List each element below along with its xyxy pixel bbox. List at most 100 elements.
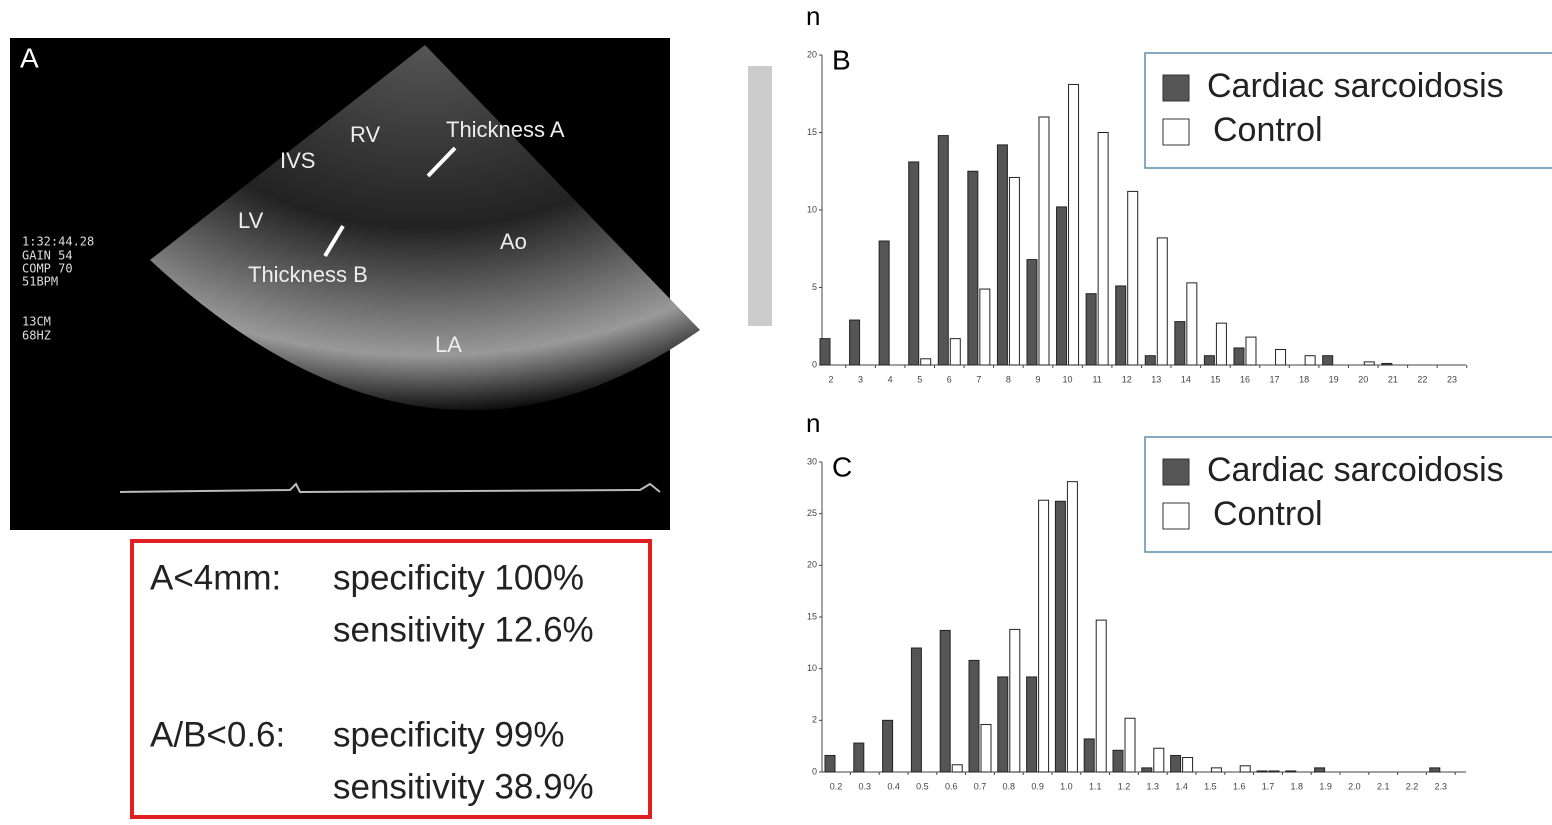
- x-tick-label: 1.8: [1291, 781, 1304, 791]
- legend-label: Control: [1213, 495, 1323, 533]
- x-tick-label: 10: [1063, 374, 1073, 384]
- x-tick-label: 1.7: [1262, 781, 1275, 791]
- y-tick-label: 25: [807, 508, 817, 518]
- bar: [1246, 337, 1256, 365]
- gray-scale: [748, 66, 772, 326]
- x-tick-label: 1.0: [1060, 781, 1073, 791]
- bar: [940, 630, 950, 772]
- x-tick-label: 2: [828, 374, 833, 384]
- bar: [980, 289, 990, 365]
- page: A RV IVS Thickness A LV Ao Thickness B L…: [0, 0, 1552, 825]
- bar: [1096, 620, 1106, 772]
- x-tick-label: 0.9: [1031, 781, 1044, 791]
- legend-swatch: [1163, 75, 1189, 101]
- x-tick-label: 19: [1329, 374, 1339, 384]
- x-tick-label: 0.2: [830, 781, 843, 791]
- bar: [825, 755, 835, 772]
- x-tick-label: 15: [1210, 374, 1220, 384]
- x-tick-label: 2.3: [1435, 781, 1448, 791]
- bar: [981, 724, 991, 772]
- bar: [1069, 84, 1079, 365]
- bar: [921, 359, 931, 365]
- bar: [1039, 117, 1049, 365]
- x-tick-label: 13: [1151, 374, 1161, 384]
- x-tick-label: 7: [976, 374, 981, 384]
- criteria-box: A<4mm: specificity 100% sensitivity 12.6…: [132, 541, 650, 817]
- bar: [997, 145, 1007, 365]
- y-tick-label: 0: [812, 766, 817, 776]
- x-tick-label: 0.3: [859, 781, 872, 791]
- y-axis-label: n: [806, 1, 820, 31]
- legend-swatch: [1163, 119, 1189, 145]
- annotation: LV: [238, 208, 264, 233]
- bar: [1125, 718, 1135, 772]
- bar: [1084, 739, 1094, 772]
- bar: [1010, 629, 1020, 772]
- machine-text: COMP 70: [22, 262, 73, 276]
- bar: [1216, 323, 1226, 365]
- bar: [1276, 350, 1286, 366]
- annotation: Thickness A: [446, 117, 565, 142]
- figure: A RV IVS Thickness A LV Ao Thickness B L…: [0, 0, 1552, 820]
- x-tick-label: 2.2: [1406, 781, 1419, 791]
- annotation: LA: [435, 332, 462, 357]
- criterion-label: A<4mm:: [150, 558, 281, 597]
- bar: [1183, 758, 1193, 772]
- bar: [883, 720, 893, 772]
- bar: [1039, 500, 1049, 772]
- y-tick-label: 2: [812, 715, 817, 725]
- bar: [854, 743, 864, 772]
- criterion-label: A/B<0.6:: [150, 715, 285, 754]
- echo-panel: A RV IVS Thickness A LV Ao Thickness B L…: [10, 38, 772, 530]
- bar: [952, 765, 962, 772]
- x-tick-label: 8: [1006, 374, 1011, 384]
- bar: [969, 660, 979, 772]
- x-tick-label: 11: [1092, 374, 1101, 384]
- legend-label: Cardiac sarcoidosis: [1207, 67, 1504, 105]
- bar: [1187, 283, 1197, 365]
- x-tick-label: 6: [947, 374, 952, 384]
- x-tick-label: 3: [858, 374, 863, 384]
- bar: [1086, 294, 1096, 365]
- x-tick-label: 2.1: [1377, 781, 1390, 791]
- bar: [1364, 362, 1374, 365]
- bar: [1211, 768, 1221, 772]
- x-tick-label: 21: [1388, 374, 1398, 384]
- bar: [820, 339, 830, 365]
- x-tick-label: 16: [1240, 374, 1250, 384]
- bar: [1057, 207, 1067, 365]
- y-tick-label: 10: [807, 663, 817, 673]
- bar: [1240, 766, 1250, 772]
- y-tick-label: 5: [812, 282, 817, 292]
- bar: [1382, 363, 1392, 365]
- bar: [1027, 260, 1037, 365]
- x-tick-label: 1.5: [1204, 781, 1217, 791]
- y-tick-label: 20: [807, 560, 817, 570]
- bar: [1430, 768, 1440, 772]
- panel-label: A: [20, 42, 39, 73]
- y-tick-label: 20: [807, 49, 817, 59]
- x-tick-label: 5: [917, 374, 922, 384]
- bar: [879, 241, 889, 365]
- machine-text: 51BPM: [22, 275, 58, 289]
- bar: [1055, 501, 1065, 772]
- x-tick-label: 1.6: [1233, 781, 1246, 791]
- bar: [1323, 356, 1333, 365]
- bar: [968, 171, 978, 365]
- bar: [1257, 771, 1267, 772]
- x-tick-label: 1.1: [1089, 781, 1102, 791]
- bar: [1113, 750, 1123, 772]
- x-tick-label: 9: [1035, 374, 1040, 384]
- machine-text: 68HZ: [22, 329, 51, 343]
- bar: [1067, 482, 1077, 772]
- x-tick-label: 0.6: [945, 781, 958, 791]
- criterion-line: specificity 99%: [333, 715, 564, 754]
- legend-label: Cardiac sarcoidosis: [1207, 451, 1504, 489]
- x-tick-label: 0.7: [974, 781, 987, 791]
- legend-swatch: [1163, 459, 1189, 485]
- x-tick-label: 1.3: [1147, 781, 1160, 791]
- x-tick-label: 1.4: [1175, 781, 1188, 791]
- y-tick-label: 10: [807, 204, 817, 214]
- machine-text: 13CM: [22, 315, 51, 329]
- x-tick-label: 17: [1270, 374, 1280, 384]
